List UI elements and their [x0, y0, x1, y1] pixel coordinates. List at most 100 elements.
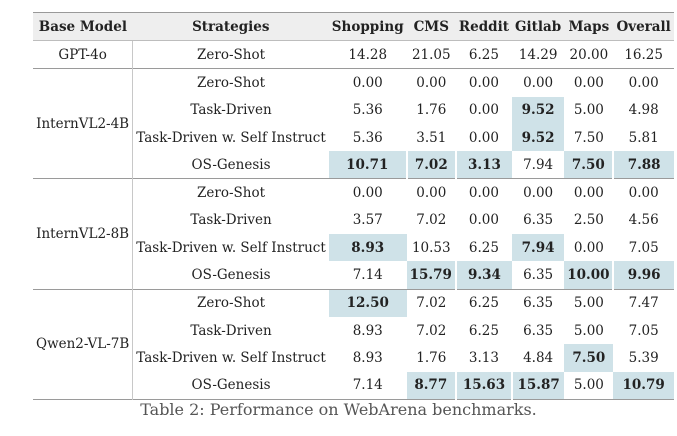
- score-cell: 7.02: [416, 295, 447, 312]
- score-cell: 0.00: [523, 74, 554, 91]
- strategy-cell: Task-Driven: [190, 102, 272, 119]
- column-header: Base Model: [33, 12, 133, 41]
- score-cell: 0.00: [416, 74, 447, 91]
- column-header: Strategies: [132, 12, 329, 41]
- score-cell: 7.94: [511, 234, 565, 262]
- score-cell: 10.79: [613, 371, 674, 400]
- score-cell: 1.76: [416, 349, 447, 366]
- table-row: GPT-4o Zero-Shot 14.28 21.05 6.25 14.29 20.00 1…: [33, 40, 674, 69]
- score-cell: 4.98: [628, 102, 659, 119]
- score-cell: 7.05: [628, 322, 659, 339]
- score-cell: 6.35: [523, 295, 554, 312]
- score-cell: 0.00: [573, 239, 604, 256]
- score-cell: 6.35: [523, 267, 554, 284]
- score-cell: 7.02: [416, 322, 447, 339]
- strategy-cell: OS-Genesis: [191, 156, 271, 173]
- score-cell: 9.52: [511, 123, 565, 152]
- column-header: CMS: [406, 12, 456, 41]
- score-cell: 2.50: [573, 212, 604, 229]
- score-cell: 3.57: [352, 212, 383, 229]
- score-cell: 7.47: [628, 295, 659, 312]
- score-cell: 0.00: [628, 185, 659, 202]
- strategy-cell: Zero-Shot: [197, 46, 266, 63]
- score-cell: 6.25: [468, 322, 499, 339]
- score-cell: 5.00: [573, 322, 604, 339]
- table-row: Task-Driven 8.93 7.02 6.25 6.35 5.00 7.05: [33, 317, 674, 344]
- score-cell: 6.35: [523, 212, 554, 229]
- score-cell: 7.50: [564, 344, 614, 372]
- score-cell: 20.00: [569, 46, 609, 63]
- score-cell: 6.35: [523, 322, 554, 339]
- strategy-cell: OS-Genesis: [191, 377, 271, 394]
- score-cell: 3.51: [416, 129, 447, 146]
- results-table: Base Model Strategies Shopping CMS Reddit Git…: [33, 12, 674, 400]
- score-cell: 7.14: [352, 267, 383, 284]
- model-group: GPT-4o Zero-Shot 14.28 21.05 6.25 14.29 20.00 1…: [33, 40, 674, 69]
- strategy-cell: Task-Driven w. Self Instruct: [136, 129, 326, 146]
- score-cell: 7.94: [523, 156, 554, 173]
- strategy-cell: Zero-Shot: [197, 74, 266, 91]
- score-cell: 0.00: [416, 185, 447, 202]
- column-header: Overall: [613, 12, 674, 41]
- score-cell: 7.02: [405, 151, 456, 179]
- header-row: Base Model Strategies Shopping CMS Reddit Git…: [33, 12, 674, 41]
- table-row: Qwen2-VL-7B Zero-Shot 12.50 7.02 6.25 6.35 5.0…: [33, 289, 674, 400]
- score-cell: 16.25: [624, 46, 663, 63]
- model-group: InternVL2-8B Zero-Shot 0.00 0.00 0.00 0.00 0.0…: [33, 178, 674, 290]
- score-cell: 1.76: [416, 102, 447, 119]
- strategy-cell: Task-Driven: [190, 322, 272, 339]
- score-cell: 7.88: [612, 151, 674, 179]
- score-cell: 0.00: [468, 212, 499, 229]
- model-group: Qwen2-VL-7B Zero-Shot 12.50 7.02 6.25 6.35 5.0…: [33, 289, 674, 400]
- score-cell: 14.29: [518, 46, 558, 63]
- score-cell: 4.84: [523, 349, 554, 366]
- strategy-cell: Task-Driven w. Self Instruct: [136, 239, 326, 256]
- score-cell: 0.00: [573, 74, 604, 91]
- score-cell: 9.52: [511, 96, 565, 124]
- score-cell: 6.25: [468, 46, 499, 63]
- base-model-cell: Qwen2-VL-7B: [33, 289, 134, 400]
- table-row: OS-Genesis 7.14 15.79 9.34 6.35 10.00 9.96: [33, 261, 674, 290]
- score-cell: 0.00: [468, 102, 499, 119]
- score-cell: 0.00: [352, 74, 383, 91]
- strategy-cell: Task-Driven: [190, 212, 272, 229]
- strategy-cell: OS-Genesis: [191, 267, 271, 284]
- column-header: Shopping: [328, 12, 407, 41]
- score-cell: 7.02: [416, 212, 447, 229]
- score-cell: 9.96: [612, 261, 674, 290]
- table-row: Task-Driven w. Self Instruct 8.93 10.53 6.2…: [33, 234, 674, 262]
- base-model-cell: GPT-4o: [33, 40, 134, 69]
- column-header: Reddit: [455, 12, 512, 41]
- score-cell: 0.00: [523, 185, 554, 202]
- score-cell: 0.00: [468, 74, 499, 91]
- table-row: InternVL2-8B Zero-Shot 0.00 0.00 0.00 0.00 0.0…: [33, 178, 674, 290]
- score-cell: 7.05: [628, 239, 659, 256]
- table-row: Task-Driven 5.36 1.76 0.00 9.52 5.00 4.98: [33, 96, 674, 124]
- score-cell: 7.50: [573, 129, 604, 146]
- score-cell: 0.00: [628, 74, 659, 91]
- strategy-cell: Zero-Shot: [197, 295, 266, 312]
- score-cell: 0.00: [352, 185, 383, 202]
- table-row: Task-Driven 3.57 7.02 0.00 6.35 2.50 4.56: [33, 207, 674, 234]
- table-row: Task-Driven w. Self Instruct 5.36 3.51 0.00…: [33, 123, 674, 152]
- score-cell: 0.00: [468, 185, 499, 202]
- base-model-cell: InternVL2-4B: [33, 68, 134, 179]
- score-cell: 6.25: [468, 239, 499, 256]
- score-cell: 21.05: [411, 46, 451, 63]
- score-cell: 5.39: [628, 349, 659, 366]
- score-cell: 5.81: [628, 129, 659, 146]
- table-row: OS-Genesis 10.71 7.02 3.13 7.94 7.50 7.88: [33, 151, 674, 179]
- table-row: Task-Driven w. Self Instruct 8.93 1.76 3.13…: [33, 344, 674, 372]
- model-group: InternVL2-4B Zero-Shot 0.00 0.00 0.00 0.00 0.0…: [33, 68, 674, 179]
- score-cell: 8.93: [352, 349, 383, 366]
- table-row: InternVL2-4B Zero-Shot 0.00 0.00 0.00 0.00 0.0…: [33, 68, 674, 179]
- score-cell: 10.71: [328, 151, 407, 179]
- score-cell: 5.00: [573, 295, 604, 312]
- score-cell: 9.34: [454, 261, 512, 290]
- score-cell: 15.79: [406, 261, 456, 290]
- column-header: Gitlab: [511, 12, 565, 41]
- score-cell: 15.87: [510, 371, 565, 400]
- score-cell: 7.14: [352, 377, 383, 394]
- strategy-cell: Task-Driven w. Self Instruct: [136, 349, 326, 366]
